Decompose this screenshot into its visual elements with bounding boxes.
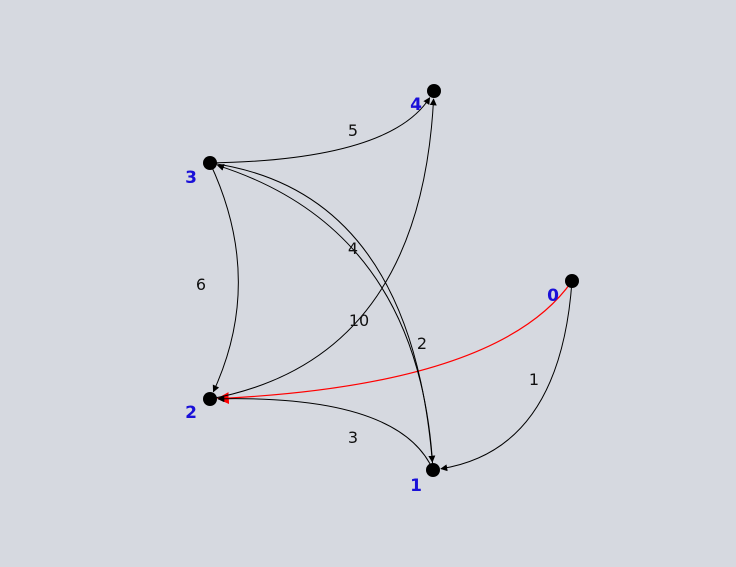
node-label-1: 1 (410, 476, 422, 496)
edge-3-to-2 (209, 162, 239, 393)
nodes-layer: 0 1 2 3 4 (185, 84, 579, 496)
edge-weight-label-1-3: 4 (348, 239, 358, 258)
node-dot-1[interactable] (426, 463, 440, 477)
node-label-2: 2 (185, 403, 197, 423)
edge-1-to-2 (217, 395, 434, 471)
node-1[interactable]: 1 (410, 463, 440, 496)
node-dot-3[interactable] (203, 156, 217, 170)
edge-0-to-1 (440, 280, 573, 472)
edge-3-to-1 (209, 162, 436, 463)
edge-0-to-2-highlighted (216, 280, 573, 405)
edge-labels-layer: 1 3 2 6 5 10 4 (196, 121, 539, 447)
edge-1-to-3 (216, 164, 434, 471)
node-4[interactable]: 4 (410, 84, 441, 115)
node-dot-2[interactable] (203, 392, 217, 406)
edge-weight-label-2-4: 10 (349, 311, 369, 330)
edge-weight-label-3-2: 6 (196, 275, 206, 294)
edge-weight-label-3-1: 2 (417, 334, 427, 353)
node-dot-4[interactable] (427, 84, 441, 98)
node-3[interactable]: 3 (185, 156, 217, 188)
edge-weight-label-1-2: 3 (348, 428, 358, 447)
edges-layer (209, 97, 573, 472)
node-label-4: 4 (410, 95, 422, 115)
edge-weight-label-3-4: 5 (348, 121, 358, 140)
node-dot-0[interactable] (565, 274, 579, 288)
edge-2-to-4 (209, 98, 437, 400)
edge-3-to-4 (209, 97, 431, 164)
node-label-3: 3 (185, 168, 197, 188)
node-label-0: 0 (547, 286, 559, 306)
node-0[interactable]: 0 (547, 274, 579, 306)
edge-weight-label-0-1: 1 (529, 370, 539, 389)
node-2[interactable]: 2 (185, 392, 217, 423)
